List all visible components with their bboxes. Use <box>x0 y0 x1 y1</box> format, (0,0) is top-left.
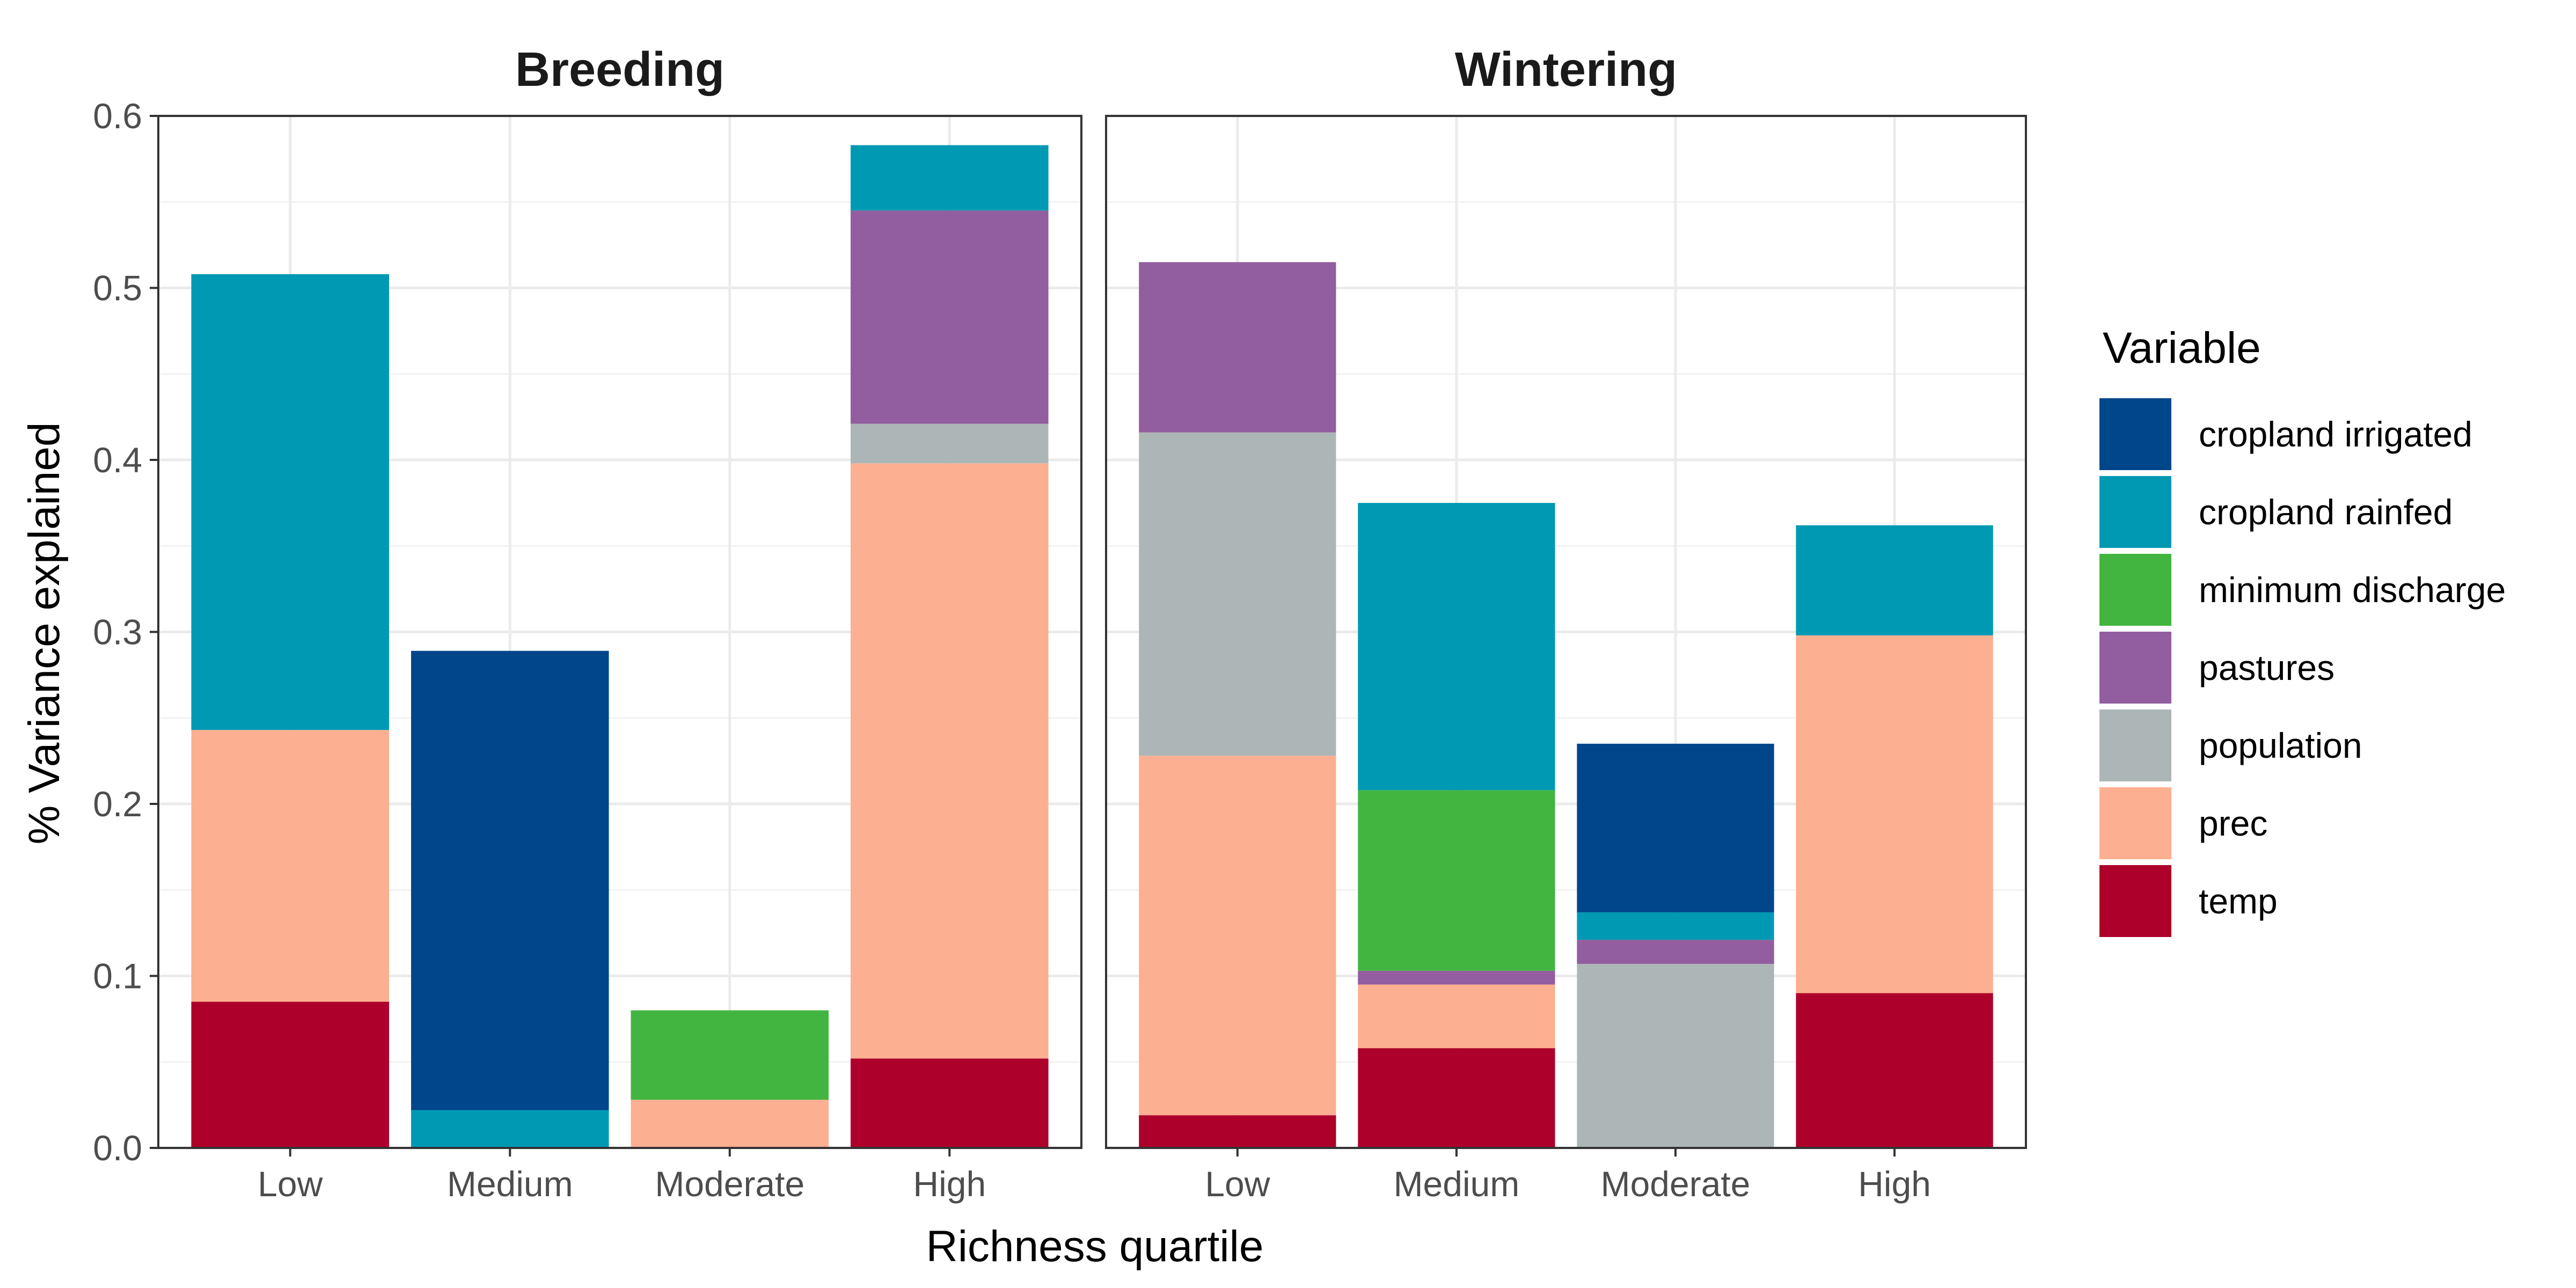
legend-swatch <box>2099 632 2171 704</box>
legend-item-pastures: pastures <box>2099 632 2334 704</box>
y-tick-label: 0.5 <box>93 268 142 308</box>
bar-segment-wintering-medium-cropland-rainfed <box>1358 503 1555 791</box>
legend: Variable cropland irrigated cropland rain… <box>2099 324 2506 937</box>
bar-segment-breeding-medium-cropland-irrigated <box>411 650 609 1110</box>
legend-swatch <box>2099 398 2171 470</box>
x-tick-label: Low <box>258 1164 323 1204</box>
legend-swatch <box>2099 554 2171 626</box>
bar-segment-wintering-moderate-cropland-rainfed <box>1577 912 1774 940</box>
x-tick-label: High <box>1858 1164 1931 1204</box>
bar-segment-breeding-moderate-minimum-discharge <box>631 1010 829 1100</box>
bar-segment-wintering-medium-pastures <box>1358 970 1555 985</box>
x-tick-label: High <box>913 1164 986 1204</box>
bar-segment-breeding-high-cropland-rainfed <box>851 145 1049 211</box>
bar-segment-wintering-low-pastures <box>1139 262 1336 433</box>
y-tick-label: 0.4 <box>93 440 142 480</box>
bar-segment-wintering-medium-minimum-discharge <box>1358 790 1555 971</box>
bar-segment-breeding-high-temp <box>851 1058 1049 1148</box>
bar-segment-breeding-high-prec <box>851 463 1049 1059</box>
x-tick-label: Low <box>1205 1164 1270 1204</box>
x-axis-title: Richness quartile <box>926 1222 1264 1271</box>
bar-segment-breeding-high-pastures <box>851 210 1049 424</box>
legend-swatch <box>2099 865 2171 937</box>
legend-label: population <box>2199 726 2362 765</box>
y-tick-label: 0.0 <box>93 1128 142 1168</box>
panels-layer: Breeding Low Medium Moderate High 0.0 0.1 0.2 0.… <box>93 43 2027 1204</box>
legend-item-prec: prec <box>2099 787 2267 859</box>
panel-breeding: Breeding Low Medium Moderate High 0.0 0.1 0.2 0.… <box>93 43 1082 1204</box>
bar-segment-wintering-moderate-cropland-irrigated <box>1577 743 1774 912</box>
panel-wintering: Wintering Low Medium Moderate High <box>1105 43 2027 1204</box>
legend-swatch <box>2099 709 2171 781</box>
bar-segment-wintering-medium-prec <box>1358 984 1555 1049</box>
legend-label: temp <box>2199 881 2278 921</box>
bar-segment-breeding-low-prec <box>191 730 389 1002</box>
x-tick-label: Moderate <box>655 1164 804 1204</box>
x-tick-label: Moderate <box>1601 1164 1751 1204</box>
y-tick-label: 0.2 <box>93 784 142 824</box>
bar-segment-wintering-moderate-population <box>1577 964 1774 1148</box>
legend-item-cropland-rainfed: cropland rainfed <box>2099 476 2453 548</box>
panel-title-wintering: Wintering <box>1455 43 1677 97</box>
legend-label: minimum discharge <box>2199 570 2506 610</box>
bar-segment-wintering-low-temp <box>1139 1115 1336 1148</box>
legend-item-minimum-discharge: minimum discharge <box>2099 554 2506 626</box>
legend-item-temp: temp <box>2099 865 2278 937</box>
legend-swatch <box>2099 787 2171 859</box>
bar-segment-breeding-low-temp <box>191 1001 389 1148</box>
x-tick-label: Medium <box>1394 1164 1520 1204</box>
y-tick-label: 0.1 <box>93 956 142 996</box>
legend-label: pastures <box>2199 648 2334 687</box>
bar-segment-wintering-high-prec <box>1796 635 1993 993</box>
y-tick-label: 0.6 <box>93 96 142 136</box>
bar-segment-breeding-high-population <box>851 423 1049 464</box>
bar-segment-wintering-moderate-pastures <box>1577 940 1774 964</box>
legend-item-cropland-irrigated: cropland irrigated <box>2099 398 2472 470</box>
y-tick-label: 0.3 <box>93 612 142 652</box>
bar-segment-breeding-medium-cropland-rainfed <box>411 1110 609 1148</box>
bar-segment-wintering-high-temp <box>1796 993 1993 1148</box>
panel-title-breeding: Breeding <box>515 43 724 97</box>
bar-segment-wintering-medium-temp <box>1358 1048 1555 1148</box>
x-tick-label: Medium <box>447 1164 573 1204</box>
y-axis-title: % Variance explained <box>20 422 69 844</box>
legend-swatch <box>2099 476 2171 548</box>
legend-label: cropland irrigated <box>2199 414 2472 454</box>
legend-item-population: population <box>2099 709 2362 781</box>
bar-segment-wintering-high-cropland-rainfed <box>1796 525 1993 635</box>
legend-label: cropland rainfed <box>2199 492 2453 532</box>
legend-label: prec <box>2199 803 2267 843</box>
bar-segment-breeding-low-cropland-rainfed <box>191 274 389 730</box>
bar-segment-wintering-low-population <box>1139 432 1336 756</box>
bar-segment-breeding-moderate-prec <box>631 1100 829 1148</box>
legend-title: Variable <box>2103 324 2261 372</box>
panel-border <box>1105 115 2027 1149</box>
bar-segment-wintering-low-prec <box>1139 756 1336 1116</box>
